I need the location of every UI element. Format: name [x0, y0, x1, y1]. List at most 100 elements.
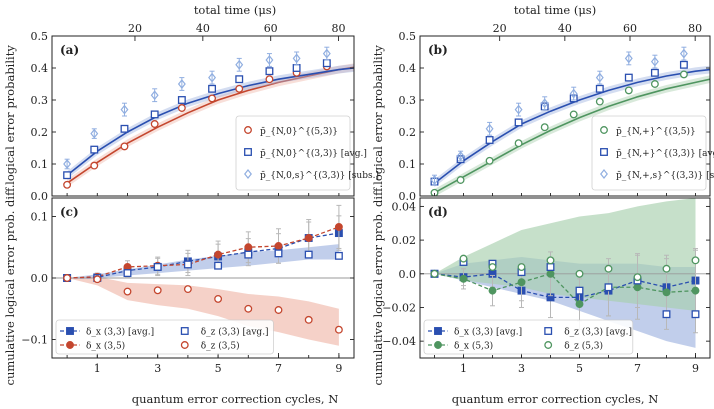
legend-box: [55, 319, 274, 355]
panel-d: −0.04 −0.02 0.0 0.02 0.04 1 3 5 7 9 (d) δ_x (3,3) […: [382, 197, 711, 375]
point-blue-2: [662, 310, 671, 319]
ytick-label: 0.0: [31, 272, 49, 285]
point-red-1: [304, 234, 313, 242]
point-blue-2: [334, 251, 343, 260]
point-blue-1: [63, 171, 72, 180]
point-green-1: [517, 278, 526, 287]
legend-box: [591, 115, 707, 191]
point-green-0: [456, 176, 465, 184]
ytick-label: 0.1: [31, 158, 49, 171]
point-red-3: [63, 274, 72, 282]
point-green-3: [662, 264, 671, 273]
ytick-label: 0.3: [399, 94, 417, 107]
point-red-3: [214, 294, 223, 303]
top-tick-label: 60: [264, 22, 278, 35]
point-light_blue-2: [624, 53, 633, 64]
point-blue-2: [604, 283, 613, 292]
ytick-label: −0.1: [21, 334, 48, 347]
panel-a: 0.0 0.1 0.2 0.3 0.4 0.5 20 40 60 80 (a) p̄_{N,0}^{(…: [31, 22, 379, 203]
legend: p̄_{N,+}^{(3,5)} p̄_{N,+}^{(3,3)} [avg.] p…: [591, 115, 714, 191]
top-tick-label: 40: [558, 22, 572, 35]
point-green-3: [546, 256, 555, 265]
plot-area: [430, 46, 710, 196]
legend-box: [235, 115, 351, 191]
top-tick-label: 40: [196, 22, 210, 35]
point-red-1: [274, 242, 283, 250]
legend-label: δ_x (3,3) [avg.]: [454, 327, 522, 338]
point-green-1: [459, 274, 468, 283]
ytick-label: −0.02: [382, 301, 416, 314]
point-red-3: [334, 325, 343, 334]
point-red-3: [153, 286, 162, 295]
fit-band-green: [434, 75, 710, 196]
point-blue-2: [304, 250, 313, 259]
top-tick-label: 80: [688, 22, 702, 35]
point-light_blue-2: [177, 79, 186, 89]
point-light_blue-2: [322, 48, 331, 59]
point-green-3: [459, 254, 468, 263]
ytick-label: 0.04: [392, 200, 417, 213]
ytick-label: 0.4: [399, 62, 417, 75]
point-light_blue-2: [595, 72, 604, 83]
top-tick-label: 20: [128, 22, 142, 35]
point-green-0: [650, 80, 659, 88]
ytick-label: −0.04: [382, 335, 416, 348]
legend-box: [423, 319, 634, 355]
point-green-0: [540, 123, 549, 132]
xtick-label: 5: [576, 362, 583, 375]
ytick-label: 0.0: [399, 268, 417, 281]
ytick-label: 0.2: [399, 126, 417, 139]
point-red-0: [63, 180, 72, 189]
fit-line-blue: [434, 68, 710, 184]
point-light_blue-2: [650, 56, 659, 67]
point-green-3: [575, 269, 584, 278]
legend-label: p̄_{N,0,s}^{(3,3)} [subs.]: [260, 170, 379, 181]
point-light_blue-2: [120, 104, 129, 115]
legend: δ_x (3,3) [avg.] δ_x (3,5) δ_z (3,3) [avg.…: [55, 319, 274, 355]
ytick-label: 0.3: [31, 94, 49, 107]
band-green-3: [434, 198, 696, 311]
point-red-1: [214, 250, 223, 259]
legend-marker: [66, 327, 74, 335]
panel-b: 0.0 0.1 0.2 0.3 0.4 0.5 20 40 60 80 (b) p̄_{N,+}^{(…: [399, 22, 714, 203]
ytick-label: 0.4: [31, 62, 49, 75]
legend: δ_x (3,3) [avg.] δ_x (5,3) δ_z (3,3) [avg.…: [423, 319, 634, 355]
legend-marker: [180, 341, 189, 349]
point-green-0: [624, 86, 633, 95]
legend-marker: [244, 169, 252, 179]
legend-label: p̄_{N,+}^{(3,3)} [avg.]: [616, 148, 714, 159]
fit-line-red: [66, 66, 354, 184]
point-blue-2: [274, 249, 283, 258]
point-blue-1: [322, 59, 331, 68]
point-green-1: [575, 300, 584, 309]
ytick-label: 0.2: [31, 126, 49, 139]
point-blue-2: [214, 261, 223, 270]
ytick-label: 0.5: [399, 30, 417, 43]
point-green-0: [595, 97, 604, 106]
point-green-3: [488, 263, 497, 272]
point-green-0: [679, 70, 688, 79]
legend-marker: [544, 341, 553, 349]
legend-label: p̄_{N,0}^{(5,3)}: [260, 126, 338, 137]
point-green-3: [430, 269, 439, 278]
point-green-0: [514, 139, 523, 148]
xtick-label: 1: [460, 362, 467, 375]
point-red-3: [274, 306, 283, 314]
point-blue-1: [679, 60, 688, 69]
point-blue-1: [595, 84, 604, 93]
legend-label: p̄_{N,0}^{(3,3)} [avg.]: [260, 148, 367, 159]
point-blue-1: [150, 110, 159, 119]
point-light_blue-2: [514, 104, 523, 115]
point-blue-2: [183, 260, 192, 269]
point-blue-1: [514, 118, 523, 127]
plot-area: [63, 46, 354, 189]
ytick-label: 0.02: [392, 234, 417, 247]
fit-band-red: [67, 63, 354, 188]
point-blue-1: [485, 136, 494, 144]
ylabel-bottom-right: cumulative logical error prob. diff.: [371, 184, 385, 385]
point-green-3: [517, 263, 526, 272]
point-green-3: [604, 264, 613, 273]
bottom-axis-label-left: quantum error correction cycles, N: [132, 392, 339, 406]
point-blue-1: [90, 145, 99, 154]
